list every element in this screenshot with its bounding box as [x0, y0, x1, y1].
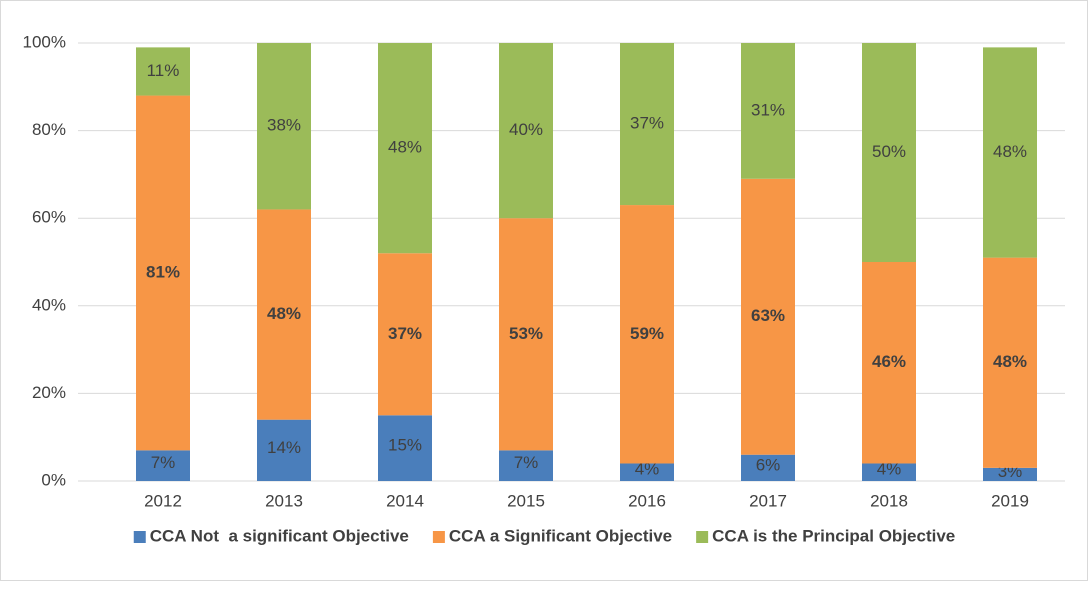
x-tick-label: 2012: [144, 491, 182, 510]
y-tick-label: 20%: [32, 383, 66, 402]
x-tick-label: 2016: [628, 491, 666, 510]
x-tick-label: 2018: [870, 491, 908, 510]
legend-label: CCA is the Principal Objective: [712, 526, 955, 545]
data-label: 48%: [388, 138, 422, 157]
data-label: 38%: [267, 116, 301, 135]
bar-segment: [620, 43, 674, 206]
bar-segment: [136, 450, 190, 481]
data-label: 6%: [756, 455, 781, 474]
data-label: 81%: [146, 262, 180, 281]
bar-segment: [862, 262, 916, 464]
legend-label: CCA Not a significant Objective: [150, 526, 409, 545]
bar-segment: [983, 47, 1037, 258]
data-label: 48%: [993, 352, 1027, 371]
legend-swatch: [133, 531, 146, 543]
x-tick-label: 2019: [991, 491, 1029, 510]
legend-swatch: [432, 531, 445, 543]
bar-segment: [983, 257, 1037, 468]
bar-segment: [499, 218, 553, 451]
y-tick-label: 60%: [32, 208, 66, 227]
data-label: 48%: [993, 142, 1027, 161]
bar-segment: [136, 95, 190, 451]
data-label: 37%: [388, 324, 422, 343]
legend-label: CCA a Significant Objective: [449, 526, 672, 545]
data-label: 37%: [630, 114, 664, 133]
bar-segment: [741, 454, 795, 481]
legend-swatch: [696, 531, 709, 543]
bar-segment: [257, 209, 311, 420]
data-label: 7%: [151, 453, 176, 472]
data-label: 15%: [388, 436, 422, 455]
y-tick-label: 80%: [32, 120, 66, 139]
y-tick-label: 40%: [32, 295, 66, 314]
bar-segment: [378, 253, 432, 416]
data-label: 59%: [630, 324, 664, 343]
bar-segment: [378, 415, 432, 481]
bar-segment: [620, 463, 674, 481]
bar-segment: [257, 419, 311, 481]
data-label: 4%: [877, 460, 902, 479]
bar-segment: [741, 178, 795, 455]
data-label: 63%: [751, 306, 785, 325]
bar-segment: [741, 43, 795, 179]
bar-segment: [378, 43, 432, 254]
data-label: 46%: [872, 352, 906, 371]
x-tick-label: 2015: [507, 491, 545, 510]
data-label: 7%: [514, 453, 539, 472]
y-tick-label: 100%: [23, 32, 66, 51]
bar-segment: [499, 450, 553, 481]
data-label: 31%: [751, 100, 785, 119]
data-label: 4%: [635, 460, 660, 479]
x-tick-label: 2014: [386, 491, 424, 510]
bar-segment: [257, 43, 311, 210]
bar-segment: [983, 467, 1037, 481]
bar-segment: [862, 43, 916, 262]
data-label: 50%: [872, 142, 906, 161]
data-label: 48%: [267, 304, 301, 323]
bar-segment: [620, 205, 674, 464]
data-label: 14%: [267, 438, 301, 457]
y-tick-label: 0%: [41, 470, 66, 489]
x-tick-label: 2013: [265, 491, 303, 510]
x-tick-label: 2017: [749, 491, 787, 510]
bar-segment: [499, 43, 553, 219]
bar-segment: [136, 47, 190, 96]
data-label: 40%: [509, 120, 543, 139]
data-label: 11%: [147, 61, 180, 80]
data-label: 53%: [509, 324, 543, 343]
bar-segment: [862, 463, 916, 481]
